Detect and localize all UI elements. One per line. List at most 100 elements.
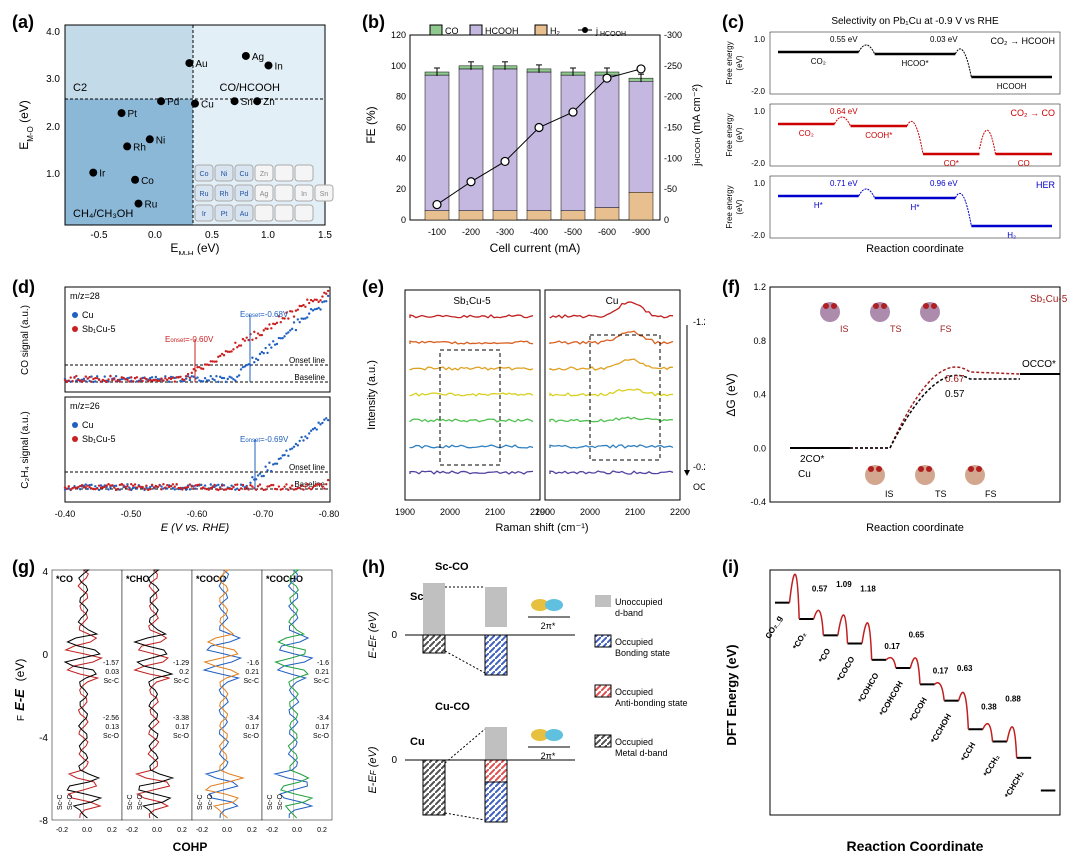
svg-text:Raman shift (cm⁻¹): Raman shift (cm⁻¹)	[495, 522, 588, 534]
svg-text:0.17: 0.17	[315, 724, 329, 731]
svg-text:0.13: 0.13	[105, 724, 119, 731]
svg-text:1900: 1900	[535, 507, 555, 517]
svg-text:Baseline: Baseline	[294, 373, 325, 382]
svg-text:Ag: Ag	[260, 191, 269, 198]
svg-text:Sc-O: Sc-O	[173, 733, 190, 740]
svg-text:Pd: Pd	[240, 191, 249, 198]
svg-text:Onset line: Onset line	[289, 356, 326, 365]
svg-text:0.03 eV: 0.03 eV	[930, 35, 958, 44]
svg-text:-0.60: -0.60	[187, 509, 208, 519]
svg-text:-200: -200	[462, 227, 480, 237]
svg-text:m/z=26: m/z=26	[70, 401, 100, 411]
svg-text:0: 0	[664, 215, 669, 225]
svg-text:Sc-C: Sc-C	[127, 794, 134, 810]
svg-text:*CHO: *CHO	[126, 574, 150, 584]
svg-text:In: In	[301, 191, 307, 198]
svg-text:-2.0: -2.0	[751, 231, 765, 240]
svg-text:0.57: 0.57	[945, 389, 965, 400]
svg-text:C₂H₄ signal (a.u.): C₂H₄ signal (a.u.)	[20, 411, 31, 488]
svg-text:-0.2: -0.2	[126, 827, 138, 834]
svg-text:Sc: Sc	[410, 591, 423, 603]
svg-text:Intensity (a.u.): Intensity (a.u.)	[366, 360, 378, 430]
svg-text:Rh: Rh	[133, 142, 146, 153]
svg-text:0.21: 0.21	[315, 669, 329, 676]
panel-c: (c) Selectivity on Pb₁Cu at -0.9 V vs RH…	[720, 10, 1070, 255]
panel-b: (b) CO HCOOH H₂ jHCOOH 020406080100120 0…	[360, 10, 705, 255]
svg-text:-0.40: -0.40	[55, 509, 76, 519]
svg-text:-900: -900	[632, 227, 650, 237]
svg-text:E-EF (eV): E-EF (eV)	[367, 746, 379, 793]
svg-text:Metal d-band: Metal d-band	[615, 748, 668, 758]
svg-text:0.8: 0.8	[753, 336, 766, 346]
svg-text:-1.29: -1.29	[173, 660, 189, 667]
svg-text:Onset line: Onset line	[289, 463, 326, 472]
svg-text:d-band: d-band	[615, 608, 643, 618]
svg-text:120: 120	[391, 30, 406, 40]
svg-text:0: 0	[401, 215, 406, 225]
svg-text:0.0: 0.0	[222, 827, 232, 834]
svg-text:0.2: 0.2	[179, 669, 189, 676]
svg-text:Reaction Coordinate: Reaction Coordinate	[847, 838, 984, 854]
svg-text:-4: -4	[39, 733, 48, 744]
svg-text:Pd: Pd	[167, 97, 179, 108]
svg-text:0.2: 0.2	[317, 827, 327, 834]
svg-text:H₂: H₂	[550, 26, 560, 36]
svg-text:Au: Au	[195, 59, 207, 70]
svg-text:Ru: Ru	[200, 191, 209, 198]
svg-text:-2.0: -2.0	[751, 87, 765, 96]
svg-text:-100: -100	[428, 227, 446, 237]
svg-text:CO: CO	[1018, 159, 1030, 168]
svg-text:CO signal (a.u.): CO signal (a.u.)	[20, 305, 31, 375]
svg-text:(eV): (eV)	[13, 659, 27, 682]
svg-text:CO: CO	[445, 26, 459, 36]
svg-text:-1.6: -1.6	[247, 660, 259, 667]
svg-text:Occupied: Occupied	[615, 637, 653, 647]
svg-text:1.5: 1.5	[318, 230, 332, 241]
svg-text:Sc-C: Sc-C	[243, 678, 259, 685]
svg-text:OCP: OCP	[693, 482, 705, 492]
svg-text:Sb₁Cu-5: Sb₁Cu-5	[453, 296, 491, 307]
svg-text:60: 60	[396, 123, 406, 133]
svg-text:Ag: Ag	[252, 52, 264, 63]
svg-text:-400: -400	[530, 227, 548, 237]
svg-text:Zn: Zn	[260, 171, 268, 178]
svg-text:1.0: 1.0	[46, 169, 60, 180]
svg-text:0.2: 0.2	[247, 827, 257, 834]
svg-text:-300: -300	[496, 227, 514, 237]
svg-text:2CO*: 2CO*	[800, 454, 825, 465]
svg-text:0.2: 0.2	[177, 827, 187, 834]
svg-text:2100: 2100	[625, 507, 645, 517]
svg-text:1.0: 1.0	[754, 179, 766, 188]
svg-text:0.17: 0.17	[245, 724, 259, 731]
panel-h: (h) Sc-CO 0 Sc 2π* Cu-CO 0 Cu	[360, 555, 705, 855]
svg-text:2.0: 2.0	[46, 122, 60, 133]
svg-text:0.63: 0.63	[957, 664, 973, 673]
svg-text:DFT Energy (eV): DFT Energy (eV)	[724, 644, 739, 745]
svg-text:(eV): (eV)	[735, 127, 744, 142]
svg-text:E-E: E-E	[12, 689, 27, 711]
svg-text:Free energy: Free energy	[725, 113, 734, 156]
svg-text:Cu: Cu	[798, 469, 811, 480]
svg-text:Cu: Cu	[606, 296, 619, 307]
svg-text:-3.4: -3.4	[247, 715, 259, 722]
svg-text:Bonding state: Bonding state	[615, 648, 670, 658]
svg-text:Sc-C: Sc-C	[57, 794, 64, 810]
svg-text:100: 100	[391, 61, 406, 71]
svg-text:EM-O (eV): EM-O (eV)	[17, 100, 35, 150]
svg-text:-0.5: -0.5	[90, 230, 108, 241]
svg-text:0.17: 0.17	[933, 666, 949, 675]
svg-text:CO₂ → CO: CO₂ → CO	[1011, 108, 1056, 118]
panel-c-title: Selectivity on Pb₁Cu at -0.9 V vs RHE	[831, 16, 999, 27]
svg-text:HCOOH: HCOOH	[485, 26, 519, 36]
svg-text:-0.2: -0.2	[266, 827, 278, 834]
svg-text:-0.2: -0.2	[196, 827, 208, 834]
svg-text:-0.2V: -0.2V	[693, 462, 705, 472]
svg-text:Anti-bonding state: Anti-bonding state	[615, 698, 688, 708]
svg-text:Sc-O: Sc-O	[243, 733, 260, 740]
svg-text:C2: C2	[73, 82, 87, 94]
svg-text:Reaction coordinate: Reaction coordinate	[866, 522, 964, 534]
svg-text:H₂: H₂	[1007, 231, 1016, 240]
svg-text:Co: Co	[141, 176, 154, 187]
svg-text:CO₂: CO₂	[811, 57, 826, 66]
svg-text:-0.4: -0.4	[750, 497, 766, 507]
